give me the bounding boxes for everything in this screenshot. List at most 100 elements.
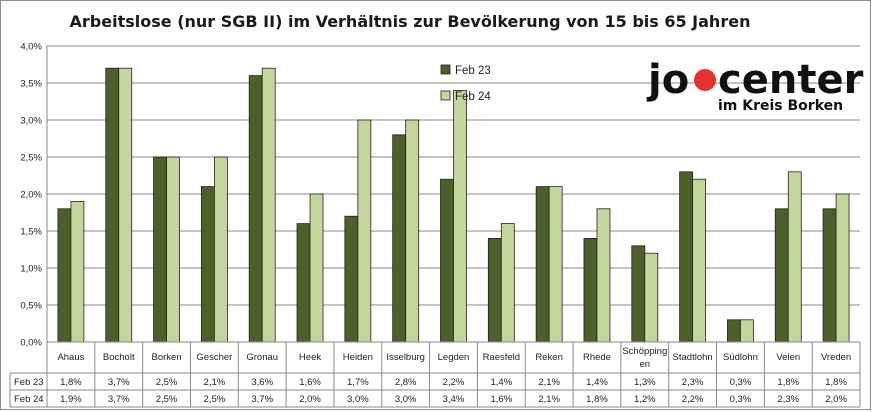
y-tick-label: 0,0% — [20, 338, 42, 349]
bar-feb-24 — [548, 186, 563, 343]
data-label: 2,2% — [443, 377, 465, 388]
logo-text-left: jo — [646, 57, 689, 103]
legend-swatch — [440, 90, 451, 101]
bar-feb-23 — [344, 215, 359, 343]
y-tick-label: 1,0% — [20, 264, 42, 275]
data-label: 2,2% — [682, 394, 704, 405]
y-tick-label: 3,0% — [20, 116, 42, 127]
data-label: 2,5% — [204, 394, 226, 405]
bar-feb-24 — [787, 171, 802, 343]
legend-label: Feb 23 — [455, 65, 491, 77]
bar-feb-23 — [487, 237, 502, 343]
bar-feb-23 — [153, 156, 167, 343]
bar-feb-23 — [727, 319, 741, 343]
bar-feb-24 — [740, 319, 754, 343]
logo-text-right: center — [718, 57, 864, 103]
category-label: en — [640, 359, 651, 370]
data-label: 0,3% — [730, 377, 752, 388]
data-label: 3,7% — [108, 377, 130, 388]
bar-feb-24 — [118, 67, 133, 343]
y-tick-label: 2,0% — [20, 190, 42, 201]
chart-title: Arbeitslose (nur SGB II) im Verhältnis z… — [70, 12, 751, 31]
data-label: 1,7% — [347, 377, 369, 388]
category-label: Heek — [299, 352, 321, 363]
data-label: 1,4% — [586, 377, 608, 388]
series-row-label: Feb 23 — [14, 377, 44, 388]
bar-feb-23 — [248, 75, 263, 343]
bar-feb-23 — [583, 237, 598, 343]
category-label: Rhede — [583, 352, 611, 363]
bar-feb-24 — [644, 252, 659, 343]
category-label: Heiden — [343, 352, 373, 363]
category-label: Legden — [438, 352, 470, 363]
category-label: Ahaus — [57, 352, 84, 363]
bar-feb-23 — [631, 245, 646, 343]
data-label: 2,0% — [825, 394, 847, 405]
y-tick-label: 2,5% — [20, 153, 42, 164]
bar-feb-24 — [453, 90, 467, 343]
data-label: 2,1% — [204, 377, 226, 388]
bar-feb-23 — [296, 223, 311, 343]
bar-feb-23 — [392, 134, 407, 343]
data-label: 1,3% — [634, 377, 656, 388]
logo-subtitle: im Kreis Borken — [718, 98, 843, 114]
bar-feb-23 — [105, 67, 120, 343]
bar-feb-23 — [200, 186, 215, 343]
category-label: Reken — [535, 352, 562, 363]
data-label: 2,3% — [682, 377, 704, 388]
category-label: Südlohn — [723, 352, 758, 363]
bar-feb-24 — [596, 208, 611, 343]
bar-feb-24 — [70, 200, 85, 343]
data-label: 1,6% — [490, 394, 512, 405]
bar-feb-23 — [774, 208, 789, 343]
data-label: 2,8% — [395, 377, 417, 388]
data-label: 2,1% — [538, 377, 560, 388]
data-label: 2,0% — [299, 394, 321, 405]
category-label: Gescher — [196, 352, 232, 363]
y-tick-label: 0,5% — [20, 301, 42, 312]
bar-feb-23 — [535, 186, 550, 343]
data-label: 3,4% — [443, 394, 465, 405]
bar-feb-24 — [309, 193, 324, 343]
data-label: 3,7% — [251, 394, 273, 405]
data-label: 1,6% — [299, 377, 321, 388]
y-tick-label: 1,5% — [20, 227, 42, 238]
category-label: Gronau — [246, 352, 278, 363]
jobcenter-logo: jo center im Kreis Borken — [646, 57, 864, 114]
bar-feb-24 — [692, 178, 707, 343]
series-row-label: Feb 24 — [14, 394, 44, 405]
category-label: Vreden — [821, 352, 851, 363]
category-label: Stadtlohn — [673, 352, 713, 363]
category-label: Borken — [152, 352, 182, 363]
data-label: 2,5% — [156, 394, 178, 405]
bar-feb-23 — [822, 208, 837, 343]
data-label: 1,8% — [825, 377, 847, 388]
data-label: 2,1% — [538, 394, 560, 405]
bar-feb-24 — [500, 223, 515, 343]
data-label: 3,0% — [395, 394, 417, 405]
legend-swatch — [440, 64, 451, 75]
data-label: 3,7% — [108, 394, 130, 405]
bar-feb-23 — [679, 171, 694, 343]
bar-feb-24 — [166, 156, 180, 343]
category-label: Bocholt — [103, 352, 135, 363]
data-label: 1,9% — [60, 394, 82, 405]
data-label: 1,2% — [634, 394, 656, 405]
data-label: 3,6% — [251, 377, 273, 388]
bar-feb-24 — [835, 193, 850, 343]
category-label: Isselburg — [386, 352, 425, 363]
category-label: Raesfeld — [483, 352, 521, 363]
bar-feb-24 — [261, 67, 276, 343]
bar-feb-24 — [405, 119, 420, 343]
y-tick-label: 4,0% — [20, 42, 42, 53]
category-label: Schöpping — [622, 346, 667, 357]
y-tick-label: 3,5% — [20, 79, 42, 90]
data-label: 2,3% — [777, 394, 799, 405]
data-label: 2,5% — [156, 377, 178, 388]
data-label: 0,3% — [730, 394, 752, 405]
data-label: 1,8% — [60, 377, 82, 388]
bar-feb-23 — [440, 178, 454, 343]
bar-feb-24 — [357, 119, 372, 343]
logo-dot-icon — [694, 69, 716, 91]
